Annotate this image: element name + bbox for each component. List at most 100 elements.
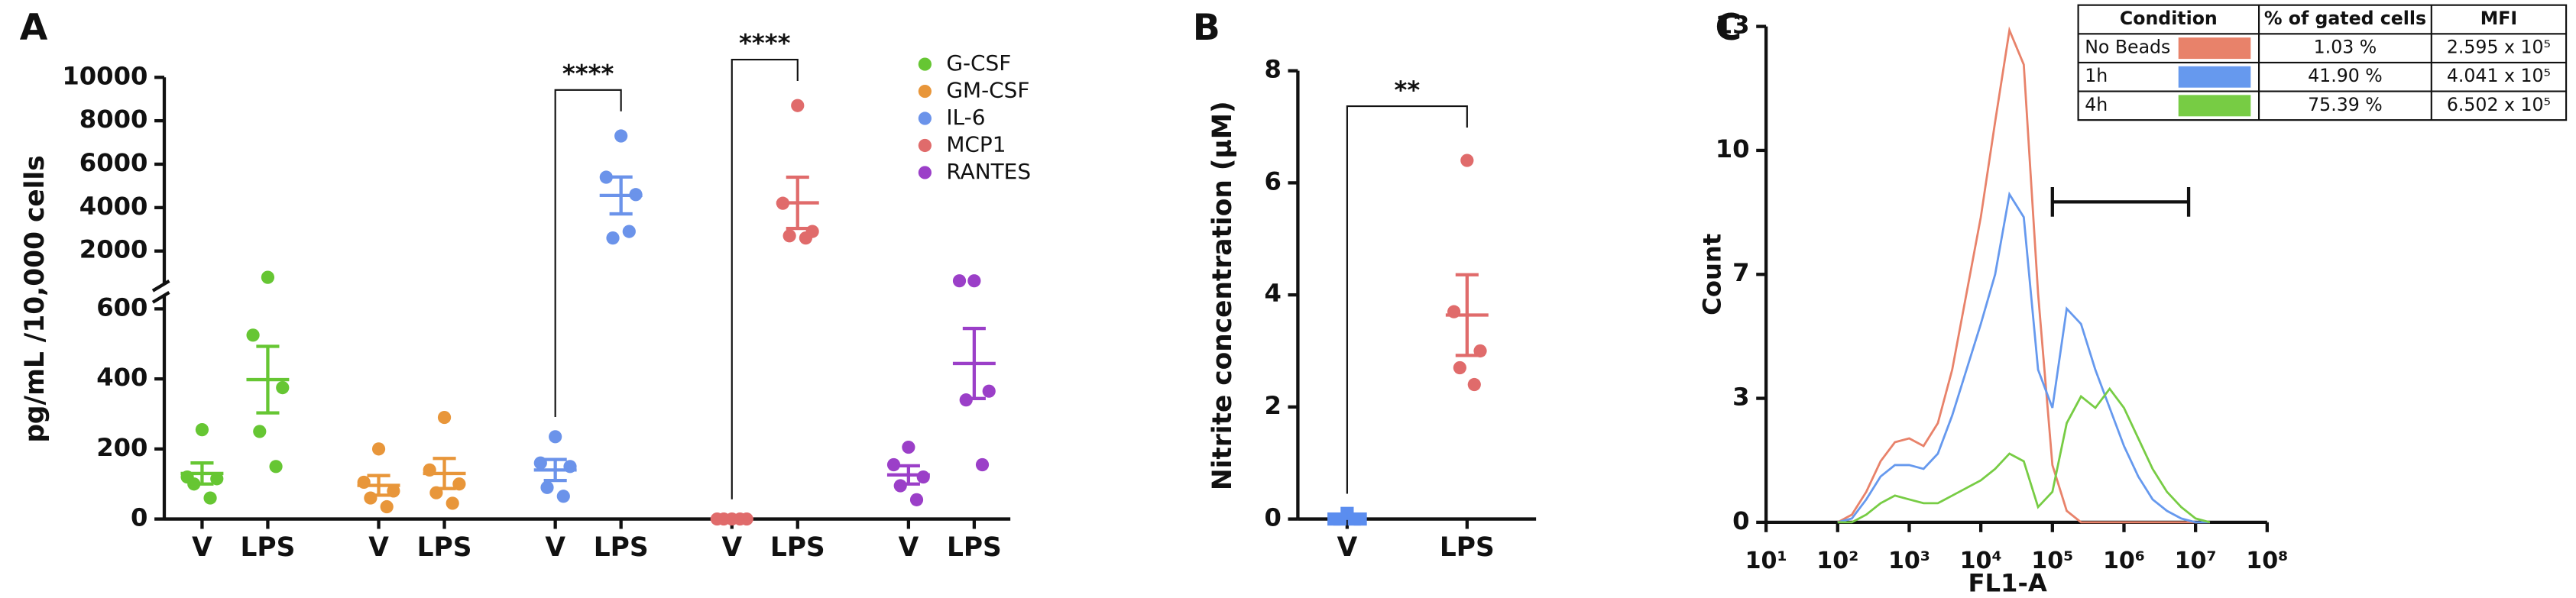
legend-marker [918,57,932,71]
y-axis-title: Count [1697,234,1726,315]
data-point [261,270,275,284]
data-point [893,479,907,493]
significance-label: **** [562,59,614,88]
legend-label: IL-6 [946,105,985,130]
legend-label: MCP1 [946,131,1006,157]
y-tick-label: 400 [96,363,147,392]
x-tick-label: V [1337,532,1358,563]
x-tick-label: LPS [947,532,1002,563]
data-point [1460,154,1474,167]
data-point [269,460,283,474]
data-point [195,423,209,437]
data-point [556,490,570,503]
table-swatch [2178,37,2251,60]
data-point [371,442,386,456]
data-point [614,129,628,143]
data-point [902,440,915,454]
table-cell: 1h [2085,65,2108,86]
y-tick-label: 10 [1716,134,1750,163]
y-tick-label: 2 [1264,391,1281,420]
data-point [1467,377,1481,392]
data-point [540,480,554,494]
table-swatch [2178,66,2251,88]
y-tick-label: 7 [1732,258,1749,287]
significance-label: ** [1395,76,1421,105]
y-tick-label: 6 [1264,166,1281,196]
data-point [967,274,981,288]
data-point [549,430,562,444]
data-point [622,225,636,238]
table-cell: 75.39 % [2308,94,2383,115]
y-tick-label: 13 [1716,11,1750,40]
significance-label: **** [739,29,791,58]
y-tick-label: 8000 [79,105,148,134]
data-point [380,499,394,514]
x-tick-label: 10¹ [1745,548,1787,574]
y-tick-label: 600 [96,293,147,322]
x-axis-title: FL1-A [1968,569,2046,598]
data-point [791,99,805,112]
y-tick-label: 8 [1264,55,1281,84]
data-point [952,274,967,288]
histogram-line [1837,191,2210,524]
table-cell: 2.595 x 10⁵ [2447,37,2551,58]
x-tick-label: LPS [240,532,295,563]
panel-label: C [1715,7,1742,49]
data-point [1347,512,1361,526]
significance-bracket [554,89,622,418]
legend-marker [918,166,932,179]
x-tick-label: 10⁸ [2246,548,2288,574]
y-tick-label: 6000 [79,148,148,177]
data-point [1333,512,1347,526]
data-point [364,491,377,505]
table-cell: No Beads [2085,37,2170,58]
data-point [909,493,924,506]
table-header: % of gated cells [2264,8,2426,29]
panel-label: A [20,7,48,49]
x-tick-label: 10⁵ [2031,548,2073,574]
x-tick-label: LPS [594,532,649,563]
legend-label: G-CSF [946,50,1011,76]
legend-label: GM-CSF [946,78,1029,103]
axis-break [151,291,170,304]
x-tick-label: V [545,532,565,563]
x-tick-label: 10⁴ [1960,548,2002,574]
y-tick-label: 200 [96,433,147,462]
legend-marker [918,138,932,153]
x-tick-label: 10³ [1888,548,1930,574]
y-tick-label: 0 [1264,503,1281,532]
y-tick-label: 4 [1264,279,1281,308]
significance-bracket [1346,105,1468,494]
data-point [783,229,796,243]
data-point [446,496,459,510]
data-point [437,410,452,425]
data-point [606,231,620,245]
panel-label: B [1193,7,1220,49]
x-tick-label: V [721,532,742,563]
data-point [599,170,613,184]
y-tick-label: 2000 [79,235,148,264]
data-point [210,472,224,486]
y-axis-title: pg/mL /10,000 cells [20,155,50,442]
x-tick-label: V [899,532,919,563]
data-point [1453,360,1466,375]
x-tick-label: 10² [1816,548,1858,574]
legend-marker [918,112,932,125]
legend-marker [918,84,932,99]
significance-bracket [731,58,799,499]
table-cell: 1.03 % [2314,37,2377,58]
table-cell: 6.502 x 10⁵ [2447,94,2551,115]
data-point [886,457,901,472]
data-point [982,384,996,398]
legend-label: RANTES [946,159,1031,184]
y-tick-label: 3 [1732,383,1749,412]
x-tick-label: 10⁷ [2175,548,2217,574]
x-tick-label: LPS [1440,532,1495,563]
table-header: MFI [2480,8,2517,29]
data-point [253,425,267,438]
data-point [916,470,930,484]
y-tick-label: 0 [1732,506,1749,535]
table-cell: 4h [2085,94,2108,115]
